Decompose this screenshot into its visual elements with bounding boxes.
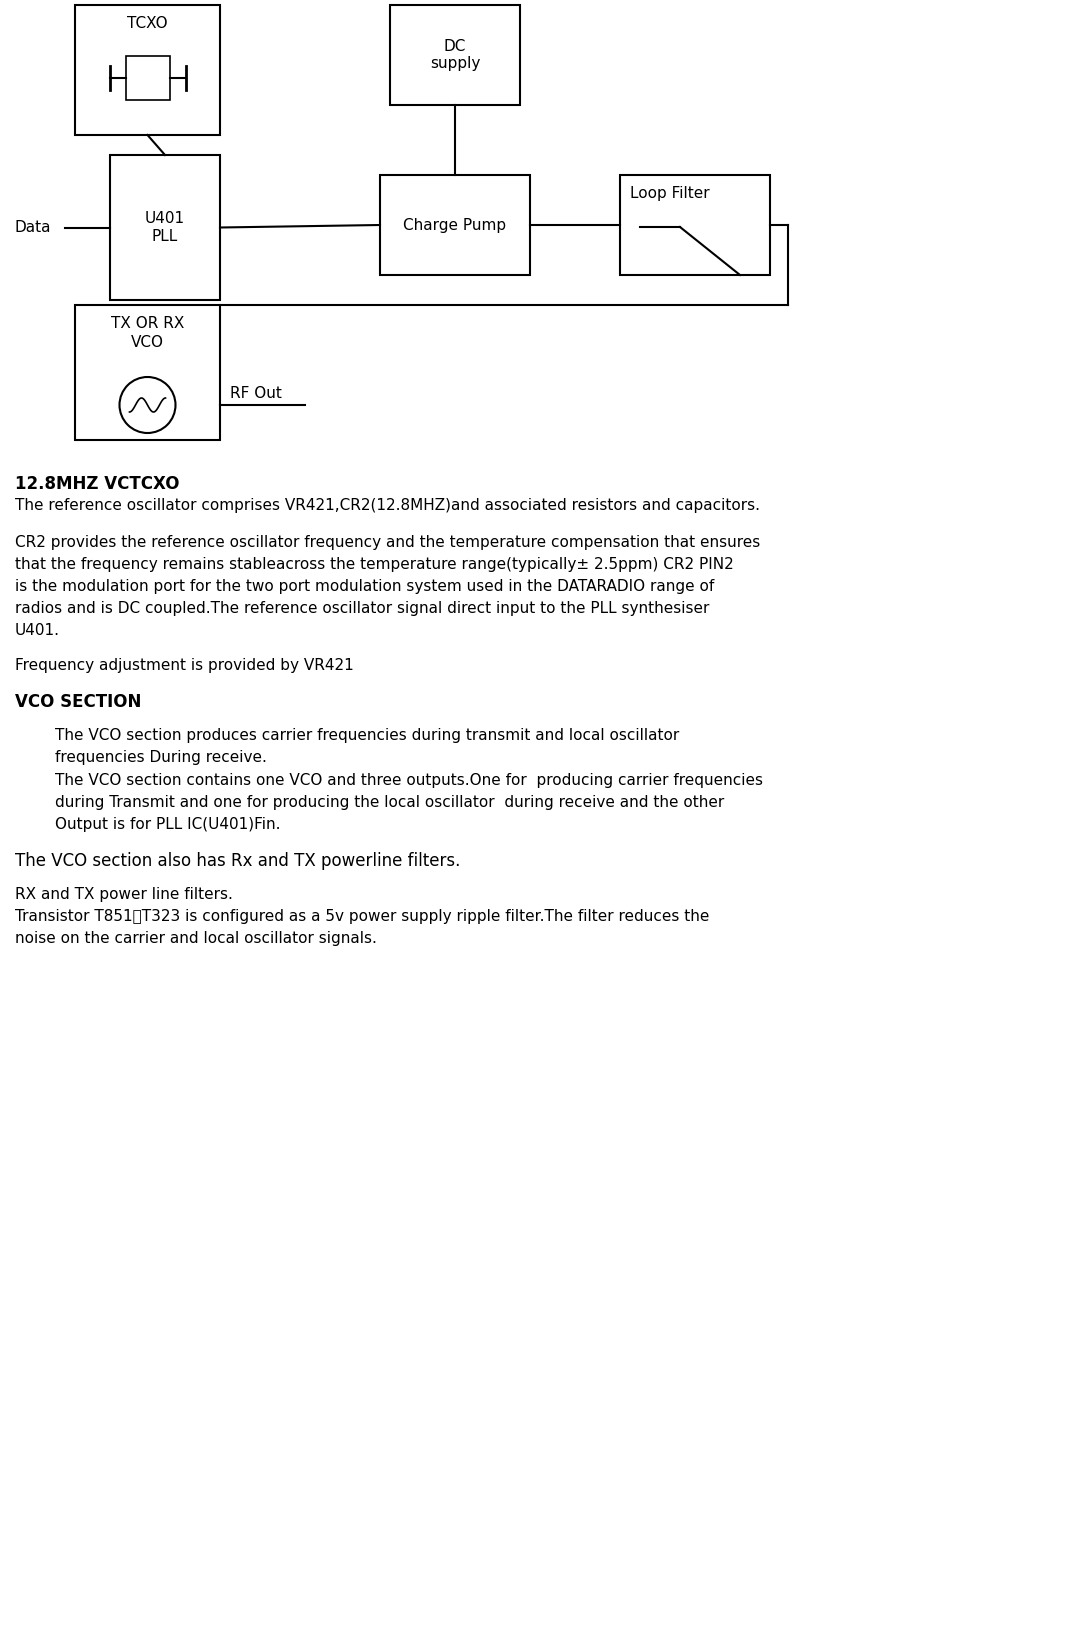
Text: The reference oscillator comprises VR421,CR2(12.8MHZ)and associated resistors an: The reference oscillator comprises VR421… (15, 498, 760, 513)
Text: during Transmit and one for producing the local oscillator  during receive and t: during Transmit and one for producing th… (55, 795, 724, 810)
Text: Transistor T851、T323 is configured as a 5v power supply ripple filter.The filter: Transistor T851、T323 is configured as a … (15, 909, 710, 924)
Text: 12.8MHZ VCTCXO: 12.8MHZ VCTCXO (15, 476, 179, 494)
Text: Charge Pump: Charge Pump (403, 218, 507, 233)
Text: The VCO section also has Rx and TX powerline filters.: The VCO section also has Rx and TX power… (15, 852, 461, 870)
Text: Data: Data (15, 220, 51, 235)
Text: TX OR RX
VCO: TX OR RX VCO (111, 316, 184, 350)
Text: Frequency adjustment is provided by VR421: Frequency adjustment is provided by VR42… (15, 658, 353, 673)
Text: TCXO: TCXO (127, 16, 167, 31)
Text: is the modulation port for the two port modulation system used in the DATARADIO : is the modulation port for the two port … (15, 578, 714, 595)
Text: RF Out: RF Out (230, 386, 282, 401)
Bar (75, 5, 220, 135)
Text: CR2 provides the reference oscillator frequency and the temperature compensation: CR2 provides the reference oscillator fr… (15, 534, 760, 551)
Circle shape (120, 376, 175, 433)
Text: DC
supply: DC supply (429, 39, 480, 72)
Text: The VCO section produces carrier frequencies during transmit and local oscillato: The VCO section produces carrier frequen… (55, 728, 679, 743)
Bar (110, 155, 220, 300)
Bar (75, 305, 220, 440)
Bar (390, 5, 520, 104)
Text: that the frequency remains stableacross the temperature range(typically± 2.5ppm): that the frequency remains stableacross … (15, 557, 734, 572)
Text: Output is for PLL IC(U401)Fin.: Output is for PLL IC(U401)Fin. (55, 818, 280, 832)
Text: VCO SECTION: VCO SECTION (15, 692, 141, 710)
Bar (380, 174, 530, 275)
Bar (620, 174, 770, 275)
Text: U401
PLL: U401 PLL (145, 212, 185, 244)
Text: frequencies During receive.: frequencies During receive. (55, 749, 267, 766)
Text: Loop Filter: Loop Filter (630, 186, 710, 200)
Text: U401.: U401. (15, 622, 60, 639)
Text: radios and is DC coupled.The reference oscillator signal direct input to the PLL: radios and is DC coupled.The reference o… (15, 601, 710, 616)
Bar (125, 55, 170, 99)
Text: RX and TX power line filters.: RX and TX power line filters. (15, 888, 233, 902)
Text: noise on the carrier and local oscillator signals.: noise on the carrier and local oscillato… (15, 932, 377, 946)
Text: The VCO section contains one VCO and three outputs.One for  producing carrier fr: The VCO section contains one VCO and thr… (55, 774, 763, 788)
